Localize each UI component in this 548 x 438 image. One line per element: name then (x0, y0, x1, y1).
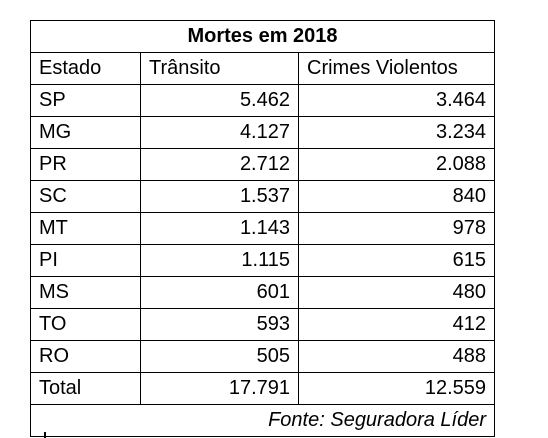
total-label: Total (30, 372, 141, 405)
table-title-row: Mortes em 2018 (29, 20, 496, 53)
cell-estado: MT (30, 212, 141, 245)
column-header-estado: Estado (30, 52, 141, 85)
cell-estado: RO (30, 340, 141, 373)
cell-transito: 1.537 (140, 180, 299, 213)
cell-transito: 4.127 (140, 116, 299, 149)
cell-transito: 1.143 (140, 212, 299, 245)
table-title: Mortes em 2018 (29, 20, 496, 53)
cell-crimes: 3.234 (297, 116, 496, 149)
cell-transito: 2.712 (140, 148, 299, 181)
cell-transito: 5.462 (140, 84, 299, 117)
cell-estado: TO (30, 308, 141, 341)
table-row: SC 1.537 840 (30, 180, 496, 213)
column-header-row: Estado Trânsito Crimes Violentos (30, 52, 496, 85)
deaths-table-container: Mortes em 2018 Estado Trânsito Crimes Vi… (29, 20, 496, 437)
cell-crimes: 615 (297, 244, 496, 277)
deaths-table: Mortes em 2018 Estado Trânsito Crimes Vi… (29, 20, 496, 437)
cell-crimes: 978 (297, 212, 496, 245)
total-transito: 17.791 (140, 372, 299, 405)
column-header-crimes: Crimes Violentos (297, 52, 496, 85)
table-row: PR 2.712 2.088 (30, 148, 496, 181)
source-note: Fonte: Seguradora Líder (29, 404, 496, 437)
table-row: MG 4.127 3.234 (30, 116, 496, 149)
cell-crimes: 480 (297, 276, 496, 309)
cell-crimes: 2.088 (297, 148, 496, 181)
table-row: TO 593 412 (30, 308, 496, 341)
source-row: Fonte: Seguradora Líder (29, 404, 496, 437)
cell-transito: 505 (140, 340, 299, 373)
cell-estado: PR (30, 148, 141, 181)
table-row: MT 1.143 978 (30, 212, 496, 245)
cell-crimes: 840 (297, 180, 496, 213)
cell-estado: SC (30, 180, 141, 213)
table-row: RO 505 488 (30, 340, 496, 373)
column-header-transito: Trânsito (140, 52, 299, 85)
cell-estado: SP (30, 84, 141, 117)
cell-transito: 601 (140, 276, 299, 309)
table-row: PI 1.115 615 (30, 244, 496, 277)
cell-crimes: 3.464 (297, 84, 496, 117)
cell-crimes: 488 (297, 340, 496, 373)
total-row: Total 17.791 12.559 (30, 372, 496, 405)
cell-crimes: 412 (297, 308, 496, 341)
cell-estado: PI (30, 244, 141, 277)
cell-estado: MS (30, 276, 141, 309)
cursor-mark (44, 432, 46, 438)
table-row: SP 5.462 3.464 (30, 84, 496, 117)
cell-estado: MG (30, 116, 141, 149)
total-crimes: 12.559 (297, 372, 496, 405)
table-row: MS 601 480 (30, 276, 496, 309)
cell-transito: 593 (140, 308, 299, 341)
cell-transito: 1.115 (140, 244, 299, 277)
